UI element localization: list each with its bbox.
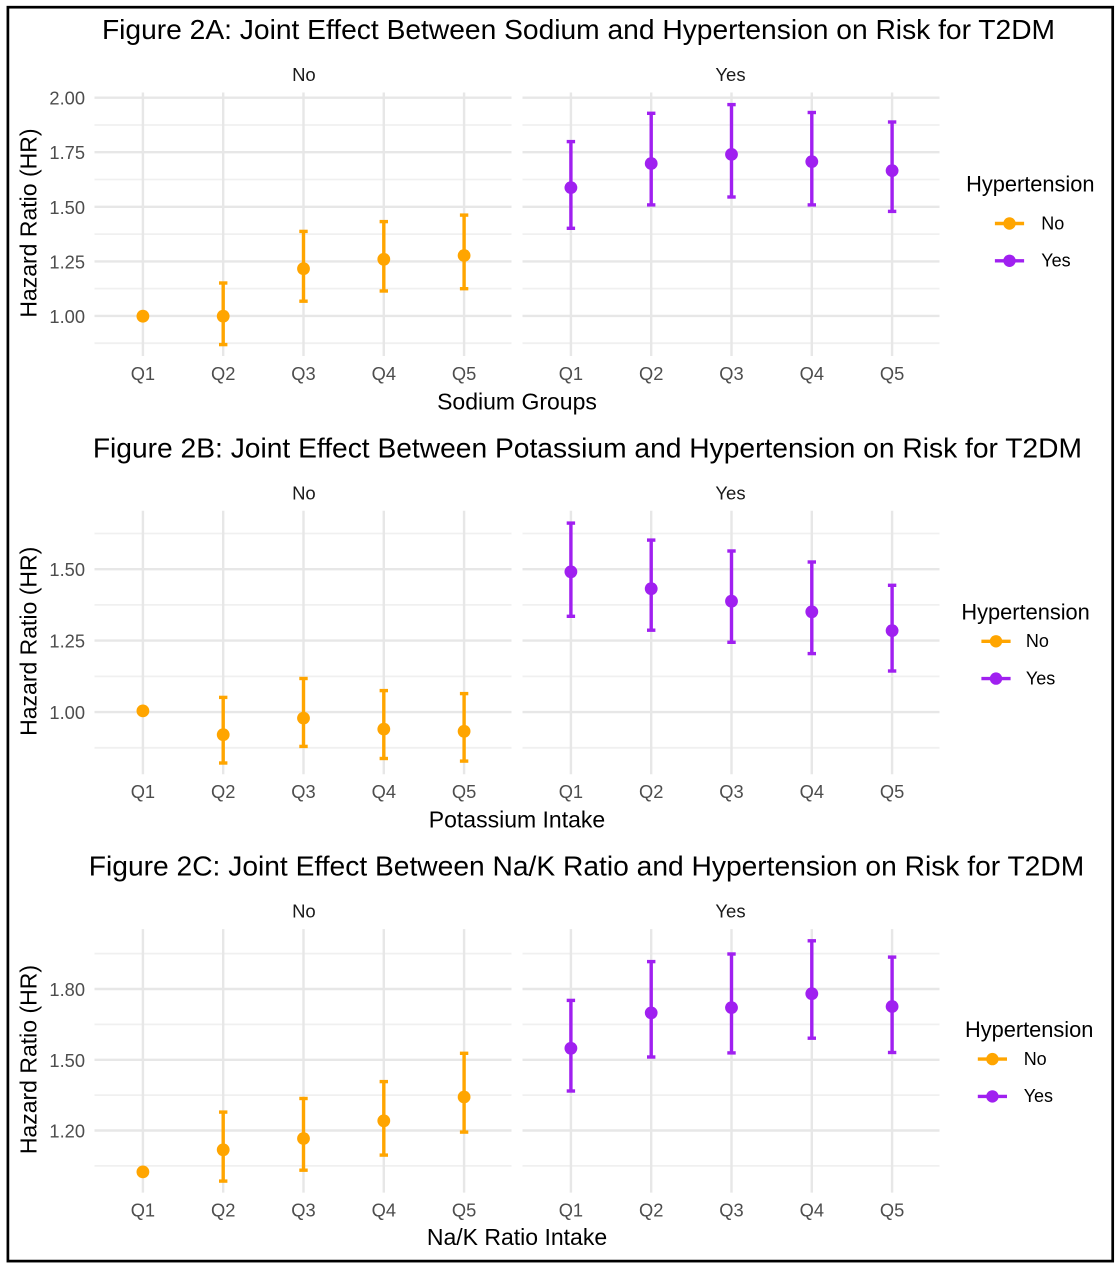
svg-text:Q1: Q1 — [131, 363, 155, 384]
svg-text:1.20: 1.20 — [49, 1121, 85, 1142]
svg-text:Yes: Yes — [715, 482, 745, 503]
svg-text:Q1: Q1 — [131, 1199, 155, 1220]
svg-text:No: No — [1041, 213, 1064, 233]
svg-text:Q5: Q5 — [452, 363, 476, 384]
svg-text:Q2: Q2 — [211, 363, 235, 384]
svg-text:1.00: 1.00 — [49, 306, 85, 327]
svg-text:Q4: Q4 — [372, 781, 396, 802]
svg-text:Hazard Ratio (HR): Hazard Ratio (HR) — [16, 547, 42, 736]
svg-text:Q3: Q3 — [291, 1199, 315, 1220]
svg-text:Hypertension: Hypertension — [965, 1017, 1093, 1042]
svg-text:Q2: Q2 — [211, 1199, 235, 1220]
svg-text:Q3: Q3 — [291, 363, 315, 384]
svg-text:1.25: 1.25 — [49, 251, 85, 272]
svg-text:Q2: Q2 — [639, 363, 663, 384]
svg-text:No: No — [292, 482, 316, 503]
svg-text:Yes: Yes — [1026, 668, 1055, 688]
svg-text:Q2: Q2 — [639, 781, 663, 802]
svg-text:1.75: 1.75 — [49, 142, 85, 163]
svg-text:Q1: Q1 — [559, 781, 583, 802]
svg-text:1.80: 1.80 — [49, 979, 85, 1000]
svg-text:1.50: 1.50 — [49, 197, 85, 218]
svg-text:Q4: Q4 — [800, 363, 824, 384]
svg-text:Yes: Yes — [1024, 1086, 1053, 1106]
svg-text:Q1: Q1 — [559, 1199, 583, 1220]
svg-text:Q4: Q4 — [800, 1199, 824, 1220]
svg-text:1.00: 1.00 — [49, 702, 85, 723]
svg-text:Q4: Q4 — [800, 781, 824, 802]
svg-text:Q2: Q2 — [639, 1199, 663, 1220]
svg-text:Q3: Q3 — [719, 781, 743, 802]
svg-text:Q5: Q5 — [880, 781, 904, 802]
svg-text:Sodium Groups: Sodium Groups — [437, 388, 597, 414]
svg-text:Yes: Yes — [715, 64, 745, 85]
svg-text:Q5: Q5 — [452, 1199, 476, 1220]
svg-text:1.25: 1.25 — [49, 631, 85, 652]
svg-text:Q4: Q4 — [372, 1199, 396, 1220]
svg-text:No: No — [292, 64, 316, 85]
svg-text:Yes: Yes — [715, 901, 745, 922]
svg-text:Q3: Q3 — [719, 363, 743, 384]
svg-text:No: No — [1024, 1049, 1047, 1069]
svg-text:Hypertension: Hypertension — [966, 172, 1094, 197]
svg-text:1.50: 1.50 — [49, 1050, 85, 1071]
svg-text:2.00: 2.00 — [49, 88, 85, 109]
svg-text:Q3: Q3 — [719, 1199, 743, 1220]
svg-text:Q5: Q5 — [880, 1199, 904, 1220]
svg-text:No: No — [1026, 631, 1049, 651]
svg-text:Figure 2B: Joint Effect Betwee: Figure 2B: Joint Effect Between Potassiu… — [93, 431, 1082, 463]
svg-text:Figure 2A: Joint Effect Betwee: Figure 2A: Joint Effect Between Sodium a… — [102, 13, 1055, 45]
svg-text:Q1: Q1 — [559, 363, 583, 384]
svg-text:Hypertension: Hypertension — [961, 600, 1089, 625]
svg-text:Potassium Intake: Potassium Intake — [429, 807, 605, 833]
svg-text:Hazard Ratio (HR): Hazard Ratio (HR) — [16, 129, 42, 318]
svg-text:Q1: Q1 — [131, 781, 155, 802]
svg-text:No: No — [292, 901, 316, 922]
svg-text:Yes: Yes — [1041, 251, 1070, 271]
svg-text:Q4: Q4 — [372, 363, 396, 384]
svg-text:Figure 2C: Joint Effect Betwee: Figure 2C: Joint Effect Between Na/K Rat… — [89, 850, 1084, 882]
svg-text:Q5: Q5 — [452, 781, 476, 802]
svg-text:Na/K Ratio Intake: Na/K Ratio Intake — [427, 1224, 607, 1250]
svg-text:1.50: 1.50 — [49, 559, 85, 580]
svg-text:Q2: Q2 — [211, 781, 235, 802]
svg-text:Q5: Q5 — [880, 363, 904, 384]
svg-text:Q3: Q3 — [291, 781, 315, 802]
svg-text:Hazard Ratio (HR): Hazard Ratio (HR) — [16, 965, 42, 1154]
